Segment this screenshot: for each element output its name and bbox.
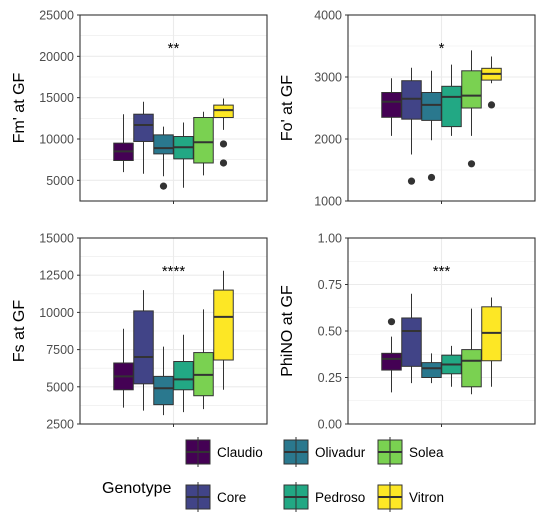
y-tick-label: 15000 xyxy=(39,232,74,246)
box-vitron xyxy=(213,270,234,390)
significance-label: ** xyxy=(168,40,180,57)
box-claudio xyxy=(113,328,134,408)
legend-item-claudio: Claudio xyxy=(185,437,263,467)
y-tick-label: 1.00 xyxy=(318,232,342,246)
legend-title: Genotype xyxy=(102,480,171,497)
box-iqr xyxy=(461,349,482,388)
box-iqr xyxy=(401,317,422,367)
legend-label: Vitron xyxy=(409,490,444,505)
box-vitron xyxy=(481,297,502,387)
y-tick-label: 5000 xyxy=(46,174,74,188)
y-tick-label: 0.50 xyxy=(318,325,342,339)
box-iqr xyxy=(441,85,462,128)
significance-label: **** xyxy=(162,263,186,280)
outlier-point xyxy=(407,177,416,185)
y-tick-label: 7500 xyxy=(46,343,74,357)
panel-fs: 2500 5000 7500 10000 12500 15000 **** Fs at GF xyxy=(11,232,268,432)
y-tick-label: 5000 xyxy=(46,380,74,394)
legend-item-pedroso: Pedroso xyxy=(283,482,365,512)
box-iqr xyxy=(153,134,174,155)
y-tick-label: 0.25 xyxy=(318,371,342,385)
panel-phino: 0.00 0.25 0.50 0.75 1.00 *** PhiNO at GF xyxy=(279,232,536,432)
legend-item-solea: Solea xyxy=(377,437,444,467)
box-iqr xyxy=(401,80,422,120)
legend-label: Solea xyxy=(409,445,444,460)
panel-border xyxy=(347,14,536,202)
outlier-point xyxy=(219,140,228,148)
y-tick-label: 2500 xyxy=(46,418,74,432)
box-olivadur xyxy=(421,353,442,384)
y-tick-label: 10000 xyxy=(39,306,74,320)
box-solea xyxy=(461,50,482,168)
y-axis-title: Fm' at GF xyxy=(11,72,28,143)
legend-label: Pedroso xyxy=(315,490,365,505)
panel-fm: 5000 10000 15000 20000 25000 ** Fm' at GF xyxy=(11,9,268,204)
y-tick-label: 25000 xyxy=(39,9,74,23)
box-iqr xyxy=(193,117,214,164)
box-iqr xyxy=(133,310,154,385)
y-tick-label: 15000 xyxy=(39,91,74,105)
legend-item-core: Core xyxy=(185,482,246,512)
box-vitron xyxy=(481,56,502,109)
box-iqr xyxy=(421,92,442,121)
y-tick-label: 20000 xyxy=(39,50,74,64)
box-solea xyxy=(193,111,214,176)
box-iqr xyxy=(213,289,234,361)
panel-fo: 1000 2000 3000 4000 * Fo' at GF xyxy=(279,9,536,209)
panel-border xyxy=(347,237,536,425)
panel-border xyxy=(79,14,268,202)
y-tick-label: 3000 xyxy=(314,71,342,85)
box-iqr xyxy=(461,70,482,109)
box-olivadur xyxy=(421,70,442,182)
outlier-point xyxy=(427,173,436,182)
y-tick-label: 2000 xyxy=(314,133,342,147)
legend-label: Claudio xyxy=(217,445,263,460)
significance-label: * xyxy=(439,40,445,57)
box-olivadur xyxy=(153,346,174,416)
box-iqr xyxy=(381,352,402,371)
y-tick-label: 4000 xyxy=(314,9,342,23)
box-claudio xyxy=(381,78,402,136)
y-tick-label: 12500 xyxy=(39,269,74,283)
significance-label: *** xyxy=(433,263,451,280)
box-olivadur xyxy=(153,126,174,190)
y-tick-label: 0.00 xyxy=(318,418,342,432)
y-tick-label: 1000 xyxy=(314,195,342,209)
box-iqr xyxy=(421,362,442,378)
legend-item-vitron: Vitron xyxy=(377,482,444,512)
box-solea xyxy=(193,309,214,410)
legend-item-olivadur: Olivadur xyxy=(283,437,366,467)
box-iqr xyxy=(153,375,174,406)
y-axis-title: Fo' at GF xyxy=(279,75,296,141)
panel-border xyxy=(79,237,268,425)
outlier-point xyxy=(219,159,228,167)
box-core xyxy=(133,101,154,174)
box-iqr xyxy=(381,92,402,118)
outlier-point xyxy=(467,160,476,168)
legend-label: Olivadur xyxy=(315,445,366,460)
outlier-point xyxy=(387,318,396,326)
box-iqr xyxy=(133,113,154,142)
outlier-point xyxy=(159,182,168,190)
box-pedroso xyxy=(173,334,194,413)
box-core xyxy=(401,293,422,384)
box-core xyxy=(133,290,154,411)
box-iqr xyxy=(173,361,194,391)
y-axis-title: PhiNO at GF xyxy=(279,285,296,377)
y-tick-label: 10000 xyxy=(39,133,74,147)
box-iqr xyxy=(213,104,234,119)
y-axis-title: Fs at GF xyxy=(11,300,28,362)
legend: Genotype Claudio Core Olivadur Pedroso Solea V… xyxy=(102,437,444,512)
outlier-point xyxy=(487,101,496,109)
box-solea xyxy=(461,308,482,395)
y-tick-label: 0.75 xyxy=(318,278,342,292)
legend-label: Core xyxy=(217,490,246,505)
box-claudio xyxy=(113,114,134,173)
box-vitron xyxy=(213,98,234,167)
